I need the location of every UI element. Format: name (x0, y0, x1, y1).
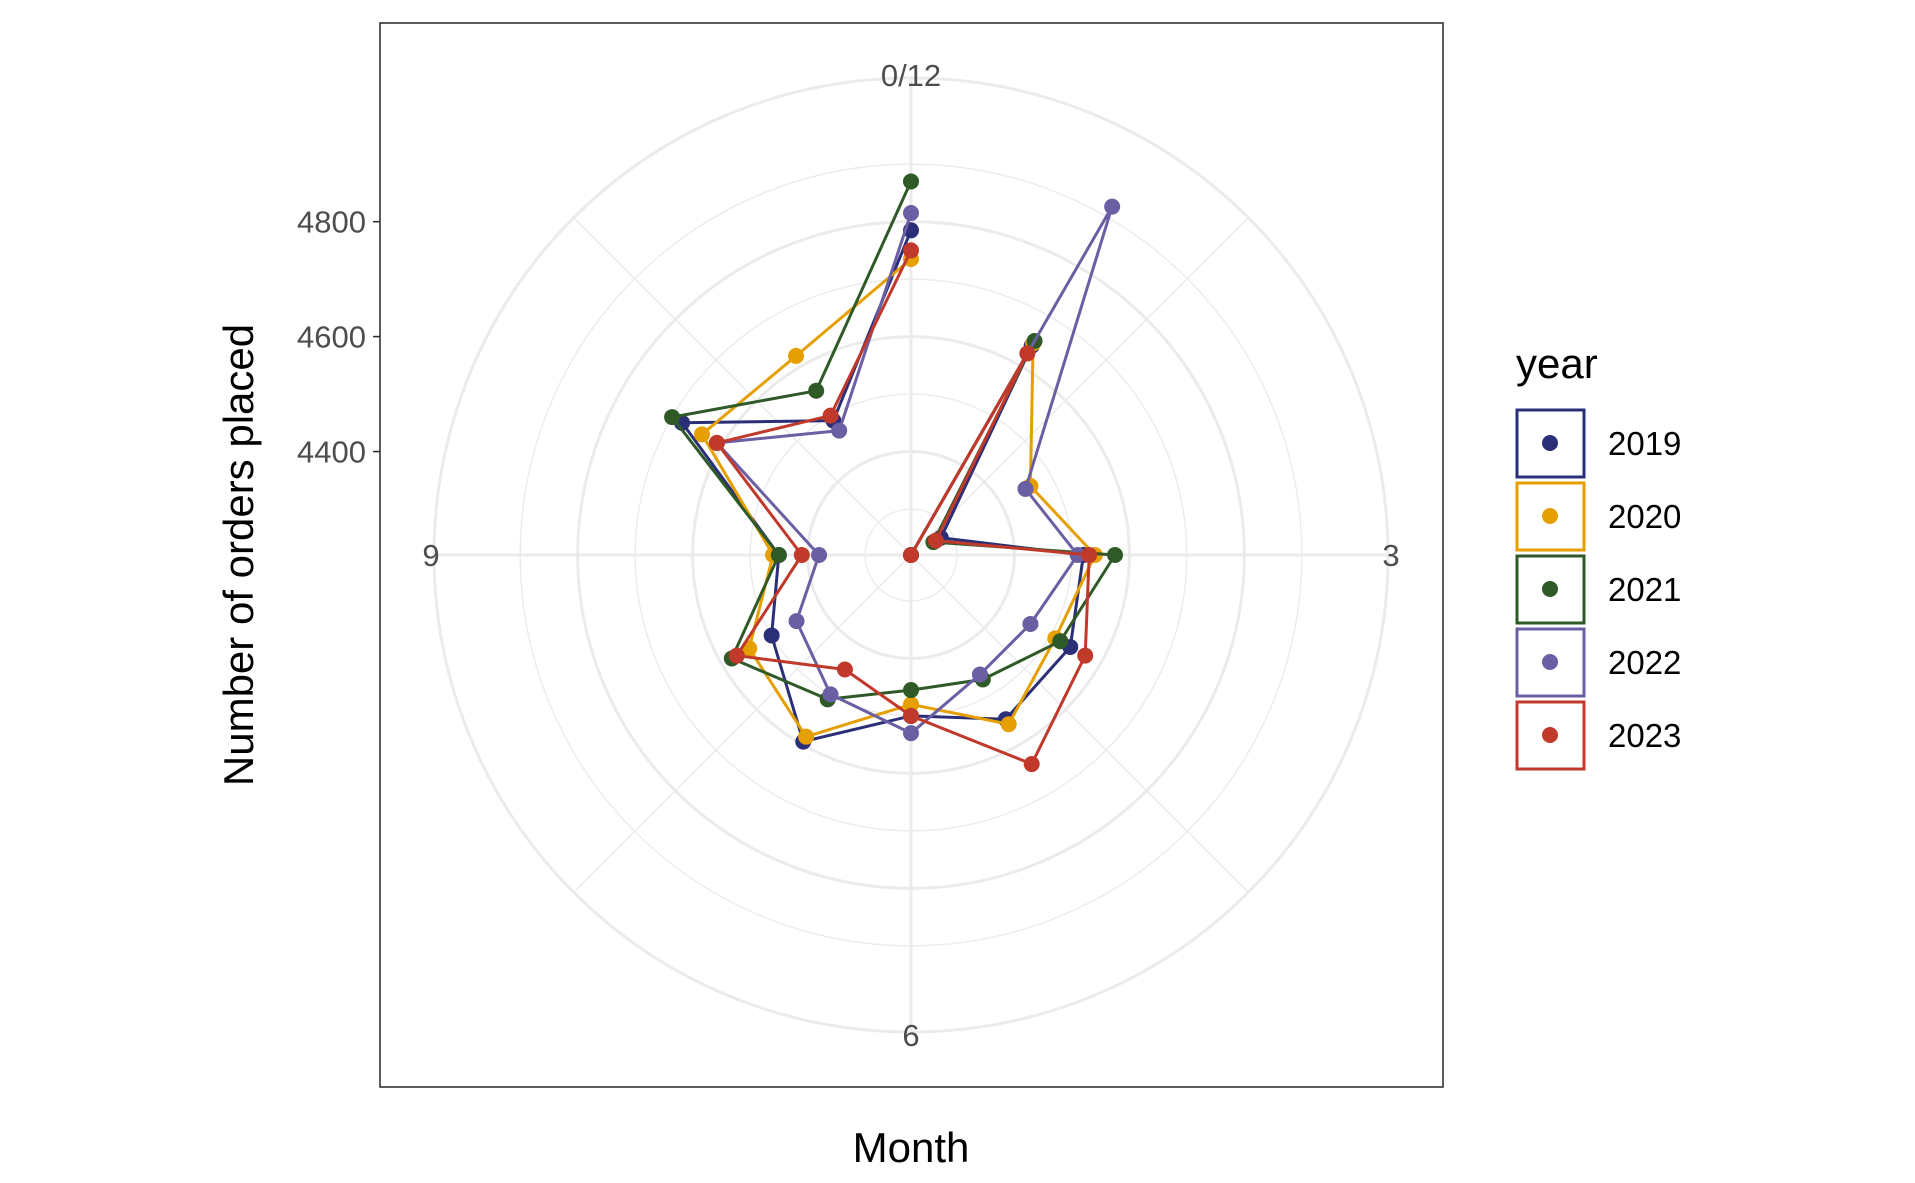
data-point-2022 (811, 547, 828, 563)
legend-key-point (1542, 581, 1558, 597)
grid-spoke-minor (573, 217, 912, 556)
legend-key-point (1542, 727, 1558, 743)
data-point-2022 (1017, 480, 1034, 497)
legend-item-2021: 2021 (1515, 554, 1681, 625)
data-point-2023 (1077, 647, 1094, 664)
data-point-2021 (903, 173, 919, 190)
x-tick-label: 9 (422, 538, 439, 573)
y-tick-label: 4600 (297, 320, 366, 355)
data-point-2020 (798, 728, 815, 745)
data-point-2022 (831, 422, 848, 439)
legend: year 2019 2020 2021 2022 2023 (1515, 340, 1681, 771)
data-point-2023 (903, 242, 919, 259)
data-point-2022 (971, 666, 988, 683)
legend-label: 2020 (1608, 498, 1681, 535)
data-point-2021 (664, 409, 681, 426)
legend-key-box (1515, 700, 1586, 771)
grid-spoke-minor (573, 554, 912, 893)
data-point-2023 (836, 661, 853, 678)
y-tick-label: 4800 (297, 205, 366, 240)
data-point-2023 (1019, 345, 1036, 362)
data-point-2022 (822, 686, 839, 703)
data-point-2020 (693, 426, 710, 443)
data-point-2023 (903, 707, 919, 724)
data-point-2021 (770, 547, 787, 563)
data-point-2021 (1107, 547, 1124, 563)
data-point-2022 (903, 725, 919, 742)
legend-key-point (1542, 508, 1558, 524)
data-point-2020 (903, 696, 919, 713)
data-point-2023 (822, 407, 839, 424)
x-tick-label: 0/12 (881, 58, 941, 93)
legend-label: 2022 (1608, 644, 1681, 681)
data-point-2019 (763, 627, 780, 644)
legend-item-2022: 2022 (1515, 627, 1681, 698)
legend-key-point (1542, 435, 1558, 451)
data-point-2023 (927, 532, 944, 549)
data-point-2021 (1052, 633, 1069, 650)
data-point-2023 (728, 647, 745, 664)
data-point-2023 (708, 434, 725, 451)
legend-items: 2019 2020 2021 2022 2023 (1515, 408, 1681, 771)
data-point-2023 (1023, 756, 1040, 773)
data-point-2022 (788, 613, 805, 630)
legend-item-2023: 2023 (1515, 700, 1681, 771)
grid-spoke-minor (910, 554, 1249, 893)
grid-spoke-minor (910, 217, 1249, 556)
grid-layer (432, 76, 1390, 1034)
y-axis: 4400 4600 4800 (297, 205, 380, 470)
data-point-2023 (1081, 547, 1098, 563)
data-point-2023 (793, 547, 810, 563)
data-point-2022 (1104, 198, 1121, 215)
x-axis: 0/12 3 6 9 (422, 58, 1399, 1053)
plot-panel-border (379, 22, 1444, 1088)
data-point-2022 (1022, 615, 1039, 632)
series-2023 (708, 242, 1098, 773)
legend-key-point (1542, 654, 1558, 670)
y-axis-title: Number of orders placed (215, 324, 262, 786)
y-tick-label: 4400 (297, 435, 366, 470)
data-point-2020 (1000, 716, 1017, 733)
data-point-2022 (903, 205, 919, 222)
legend-item-2020: 2020 (1515, 481, 1681, 552)
data-point-2023 (903, 547, 919, 563)
x-axis-title: Month (853, 1124, 970, 1171)
data-point-2021 (903, 682, 919, 699)
legend-label: 2019 (1608, 425, 1681, 462)
legend-label: 2023 (1608, 717, 1681, 754)
x-tick-label: 6 (902, 1018, 919, 1053)
x-tick-label: 3 (1382, 538, 1399, 573)
legend-title: year (1516, 340, 1598, 387)
legend-label: 2021 (1608, 571, 1681, 608)
data-point-2021 (808, 382, 825, 399)
data-point-2020 (788, 347, 805, 364)
series-layer (664, 173, 1124, 773)
legend-item-2019: 2019 (1515, 408, 1681, 479)
